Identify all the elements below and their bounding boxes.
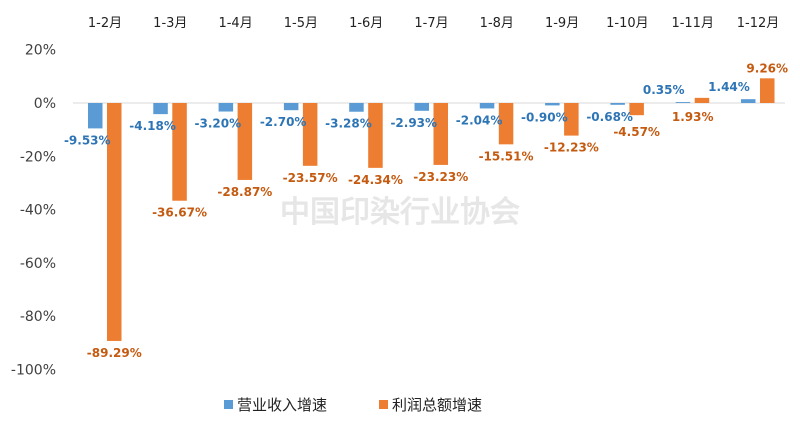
bar-profit bbox=[172, 103, 187, 201]
category-label: 1-2月 bbox=[88, 16, 122, 31]
data-label: -23.23% bbox=[413, 170, 468, 184]
data-label: 0.35% bbox=[643, 83, 685, 97]
category-label: 1-12月 bbox=[737, 16, 780, 31]
category-label: 1-9月 bbox=[545, 16, 579, 31]
data-label: -0.90% bbox=[521, 110, 568, 124]
bar-profit bbox=[433, 103, 448, 165]
data-label: -28.87% bbox=[217, 185, 272, 199]
data-label: -2.70% bbox=[260, 115, 307, 129]
data-label: -0.68% bbox=[586, 110, 633, 124]
bar-profit bbox=[237, 103, 253, 180]
y-tick-label: -60% bbox=[20, 256, 56, 272]
bar-revenue bbox=[88, 103, 103, 129]
bar-revenue bbox=[479, 103, 495, 109]
bar-profit bbox=[368, 103, 383, 168]
y-tick-label: 0% bbox=[34, 96, 56, 112]
bar-revenue bbox=[741, 99, 756, 103]
bar-profit bbox=[564, 103, 579, 136]
category-label: 1-10月 bbox=[606, 16, 649, 31]
data-label: -23.57% bbox=[283, 171, 338, 185]
bar-profit bbox=[498, 103, 514, 145]
bar-revenue bbox=[610, 103, 625, 105]
bar-revenue bbox=[153, 103, 168, 115]
bar-revenue bbox=[414, 103, 429, 111]
watermark: 中国印染行业协会 bbox=[280, 195, 520, 230]
data-label: -2.93% bbox=[390, 116, 437, 130]
legend-label: 利润总额增速 bbox=[392, 396, 482, 414]
bar-revenue bbox=[349, 103, 364, 112]
data-label: -15.51% bbox=[479, 149, 534, 163]
y-tick-label: -20% bbox=[20, 149, 56, 165]
data-label: 1.44% bbox=[708, 80, 750, 94]
data-label: 9.26% bbox=[746, 61, 788, 75]
bar-revenue bbox=[283, 103, 299, 111]
bar-profit bbox=[760, 78, 775, 103]
y-tick-label: -40% bbox=[20, 203, 56, 219]
bar-revenue bbox=[675, 102, 691, 103]
data-label: -4.18% bbox=[129, 119, 176, 133]
y-tick-label: 20% bbox=[25, 43, 56, 59]
category-label: 1-5月 bbox=[284, 16, 318, 31]
category-label: 1-7月 bbox=[414, 16, 448, 31]
category-label: 1-4月 bbox=[218, 16, 252, 31]
data-label: -3.28% bbox=[325, 117, 372, 131]
data-label: -36.67% bbox=[152, 206, 207, 220]
legend-swatch bbox=[379, 400, 388, 409]
legend-swatch bbox=[224, 400, 233, 409]
data-label: -9.53% bbox=[64, 133, 111, 147]
category-label: 1-8月 bbox=[480, 16, 514, 31]
y-tick-label: -80% bbox=[20, 309, 56, 325]
data-label: -2.04% bbox=[456, 113, 503, 127]
bar-revenue bbox=[218, 103, 234, 112]
data-label: -3.20% bbox=[195, 117, 242, 131]
category-label: 1-11月 bbox=[671, 16, 714, 31]
category-label: 1-3月 bbox=[153, 16, 187, 31]
y-tick-label: -100% bbox=[11, 363, 56, 379]
legend-label: 营业收入增速 bbox=[237, 396, 327, 414]
data-label: -12.23% bbox=[544, 141, 599, 155]
bar-profit bbox=[302, 103, 318, 166]
bar-profit bbox=[694, 97, 710, 103]
data-label: -24.34% bbox=[348, 173, 403, 187]
bar-revenue bbox=[545, 103, 560, 106]
data-label: -89.29% bbox=[87, 346, 142, 360]
data-label: -4.57% bbox=[613, 125, 660, 139]
bar-profit bbox=[629, 103, 644, 116]
data-label: 1.93% bbox=[672, 110, 714, 124]
bar-profit bbox=[107, 103, 122, 341]
category-label: 1-6月 bbox=[349, 16, 383, 31]
